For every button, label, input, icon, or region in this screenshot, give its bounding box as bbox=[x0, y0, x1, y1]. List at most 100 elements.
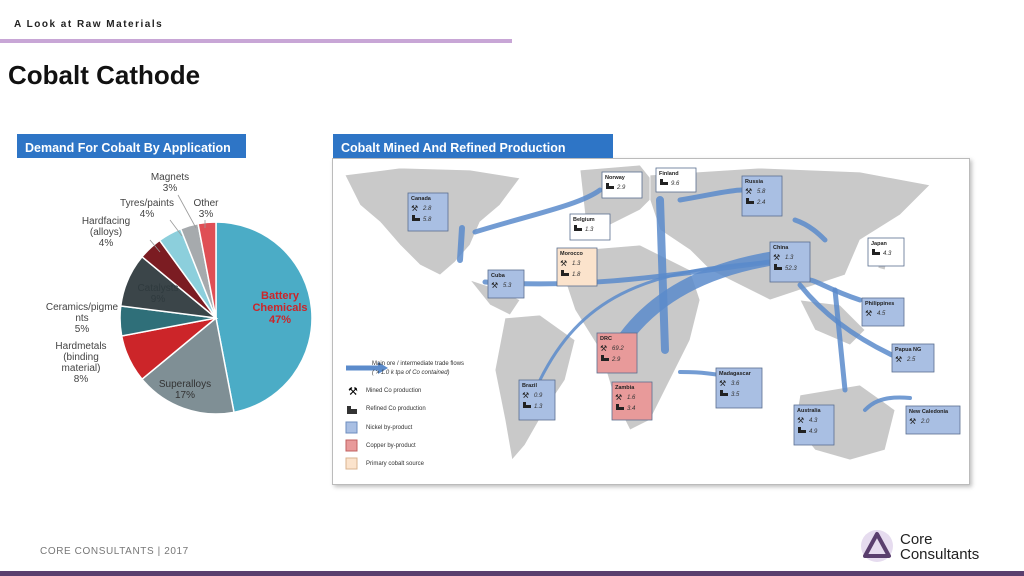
flow-arrow bbox=[792, 217, 828, 243]
refined-value: 52.3 bbox=[785, 266, 797, 272]
country-label: DRC bbox=[600, 336, 612, 342]
pie-label: Catalysts 9% bbox=[128, 283, 188, 305]
slice-label: Catalysts bbox=[137, 283, 179, 294]
flow-arrow bbox=[678, 370, 722, 377]
country-box bbox=[793, 404, 835, 446]
refined-value: 3.5 bbox=[731, 392, 740, 398]
refined-value: 9.6 bbox=[671, 181, 680, 187]
flow-arrow bbox=[807, 277, 863, 303]
flow-arrow bbox=[656, 196, 669, 354]
legend-factory-icon bbox=[347, 406, 357, 414]
country-label: China bbox=[773, 245, 789, 251]
slice-label: Superalloys bbox=[158, 379, 212, 390]
legend-text: Nickel by-product bbox=[366, 425, 413, 431]
refined-value: 1.3 bbox=[534, 404, 543, 410]
country-box bbox=[611, 381, 653, 421]
refined-value: 2.4 bbox=[756, 200, 766, 206]
slice-label: Ceramics/pigments bbox=[45, 302, 119, 324]
legend-mine-icon: ⚒ bbox=[348, 386, 358, 398]
leader-line bbox=[149, 239, 161, 253]
country-box bbox=[596, 332, 638, 374]
mined-value: 5.8 bbox=[757, 189, 766, 195]
pie-label: Other 3% bbox=[186, 198, 226, 220]
slice-label: Magnets bbox=[150, 172, 190, 183]
divider bbox=[0, 39, 512, 43]
country-box bbox=[905, 405, 961, 435]
refined-value: 4.9 bbox=[809, 429, 818, 435]
mined-value: 2.0 bbox=[920, 419, 930, 425]
legend-text: Mined Co production bbox=[366, 388, 421, 394]
legend-text: Copper by-product bbox=[366, 443, 416, 449]
country-label: Finland bbox=[659, 171, 679, 177]
country-label: Brazil bbox=[522, 383, 537, 389]
mined-value: 1.6 bbox=[627, 395, 636, 401]
mine-icon: ⚒ bbox=[745, 187, 752, 196]
mine-icon: ⚒ bbox=[797, 416, 804, 425]
country-label: Belgium bbox=[573, 217, 595, 223]
factory-icon bbox=[412, 215, 420, 221]
country-label: Papua NG bbox=[895, 347, 921, 353]
pie-slice bbox=[197, 221, 217, 319]
country-box bbox=[741, 175, 783, 217]
factory-icon bbox=[798, 427, 806, 433]
flow-arrow bbox=[863, 395, 912, 412]
mined-value: 0.9 bbox=[534, 393, 543, 399]
slice-value-label: 3% bbox=[198, 209, 214, 220]
refined-value: 4.3 bbox=[883, 251, 892, 257]
bottom-bar bbox=[0, 571, 1024, 576]
slice-value-label: 3% bbox=[162, 183, 178, 194]
country-box bbox=[861, 297, 905, 327]
mine-icon: ⚒ bbox=[895, 355, 902, 364]
mine-icon: ⚒ bbox=[522, 391, 529, 400]
mine-icon: ⚒ bbox=[560, 259, 567, 268]
slice-value-label: 17% bbox=[174, 390, 195, 401]
slice-label: Other bbox=[193, 198, 219, 209]
mine-icon: ⚒ bbox=[600, 344, 607, 353]
factory-icon bbox=[774, 264, 782, 270]
pie-label: Ceramics/pigments 5% bbox=[44, 302, 120, 335]
legend-text: Primary cobalt source bbox=[366, 461, 425, 467]
trade-flows bbox=[457, 187, 912, 412]
country-box bbox=[769, 241, 811, 283]
slice-value-label: 5% bbox=[74, 324, 90, 335]
logo-line: Consultants bbox=[900, 546, 980, 563]
mined-value: 2.8 bbox=[422, 206, 432, 212]
kicker: A Look at Raw Materials bbox=[14, 19, 164, 30]
flow-arrow bbox=[538, 260, 772, 382]
refined-value: 1.3 bbox=[585, 227, 594, 233]
legend-swatch bbox=[345, 439, 358, 452]
factory-icon bbox=[616, 404, 624, 410]
factory-icon bbox=[561, 270, 569, 276]
slice-value-label: 47% bbox=[268, 314, 292, 326]
pie-label: Superalloys 17% bbox=[150, 379, 220, 401]
factory-icon bbox=[574, 225, 582, 231]
flow-arrow bbox=[677, 187, 745, 203]
factory-icon bbox=[601, 355, 609, 361]
country-box bbox=[715, 367, 763, 409]
pie-label: Magnets 3% bbox=[140, 172, 200, 194]
slice-value-label: 8% bbox=[73, 374, 89, 385]
legend-text: Main ore / intermediate trade flows bbox=[372, 361, 464, 367]
mine-icon: ⚒ bbox=[411, 204, 418, 213]
slide-title: Cobalt Cathode bbox=[8, 60, 201, 90]
slice-value-label: 4% bbox=[98, 238, 114, 249]
mined-value: 1.3 bbox=[572, 261, 581, 267]
legend-swatch bbox=[345, 457, 358, 470]
mined-value: 4.3 bbox=[809, 418, 818, 424]
country-label: Cuba bbox=[491, 273, 506, 279]
leader-line bbox=[177, 194, 197, 229]
chart-title: Demand For Cobalt By Application bbox=[17, 134, 246, 158]
country-label: Philippines bbox=[865, 301, 894, 307]
legend-swatches: ⚒ bbox=[345, 362, 388, 470]
factory-icon bbox=[523, 402, 531, 408]
country-label: Norway bbox=[605, 175, 626, 181]
footer: CORE CONSULTANTS | 2017 bbox=[40, 546, 189, 557]
factory-icon bbox=[746, 198, 754, 204]
slice-label: Hardfacing (alloys) bbox=[81, 216, 131, 238]
legend-arrow-head bbox=[378, 362, 388, 374]
pie-label: Battery Chemicals 47% bbox=[240, 290, 320, 326]
pie-label: Hardmetals (binding material) 8% bbox=[44, 341, 118, 385]
flow-arrow bbox=[472, 187, 603, 235]
country-label: Japan bbox=[871, 241, 888, 247]
pie-label: Hardfacing (alloys) 4% bbox=[76, 216, 136, 249]
